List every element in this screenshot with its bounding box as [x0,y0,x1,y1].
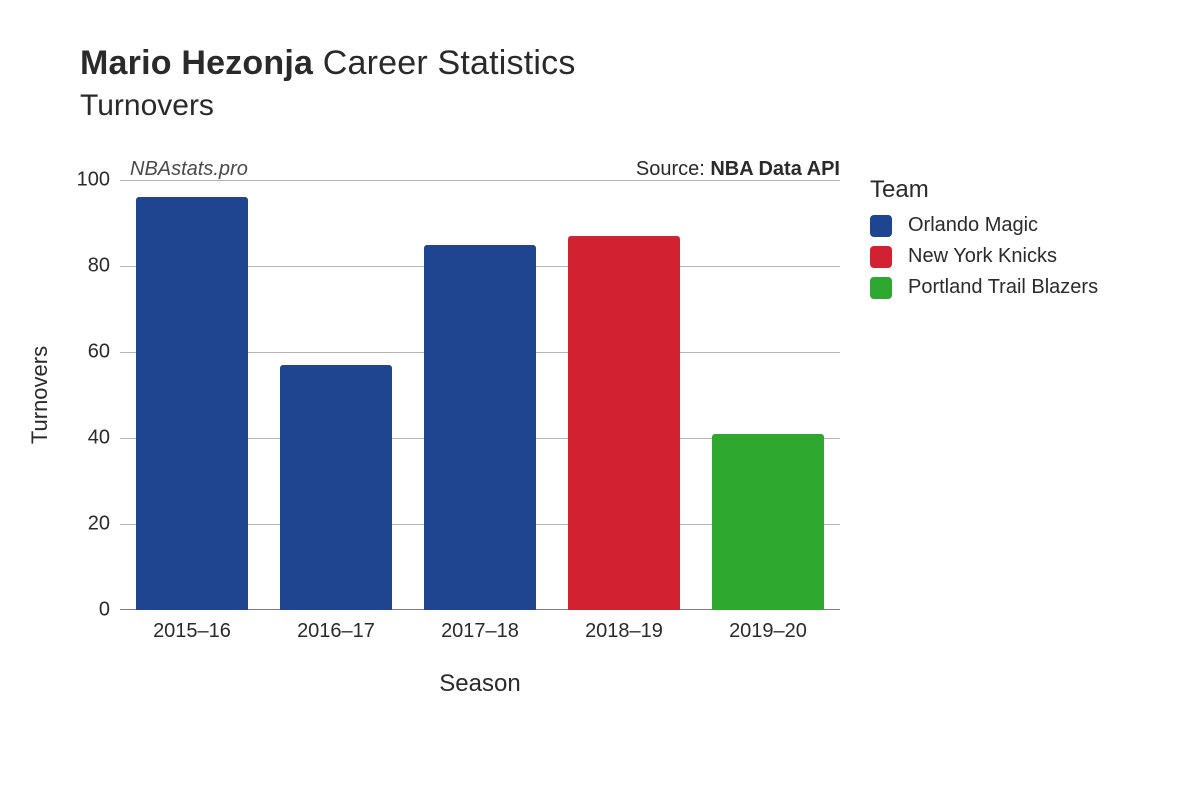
legend: Team Orlando Magic New York Knicks Portlan… [870,176,1098,307]
legend-swatch [870,215,892,237]
x-tick-label: 2019–20 [729,620,807,643]
x-axis-label: Season [439,670,520,698]
legend-swatch [870,246,892,268]
bar [136,197,248,610]
legend-label: New York Knicks [908,245,1057,268]
source-attribution: Source: NBA Data API [636,158,840,181]
y-tick-label: 20 [88,513,110,536]
chart-canvas: Mario Hezonja Career Statistics Turnover… [0,0,1200,800]
bar [712,434,824,610]
y-tick-label: 100 [77,169,110,192]
plot-area: 0204060801002015–162016–172017–182018–19… [120,180,840,610]
x-tick-label: 2017–18 [441,620,519,643]
chart-title-block: Mario Hezonja Career Statistics Turnover… [80,44,576,123]
legend-label: Orlando Magic [908,214,1038,237]
bar [280,365,392,610]
legend-item: Orlando Magic [870,214,1098,237]
source-prefix: Source: [636,158,710,180]
source-name: NBA Data API [710,158,840,180]
y-tick-label: 40 [88,427,110,450]
bar [568,236,680,610]
legend-title: Team [870,176,1098,204]
x-tick-label: 2015–16 [153,620,231,643]
x-tick-label: 2018–19 [585,620,663,643]
chart-title: Mario Hezonja Career Statistics [80,44,576,83]
legend-item: Portland Trail Blazers [870,276,1098,299]
chart-subtitle: Turnovers [80,89,576,123]
y-tick-label: 0 [99,599,110,622]
bar [424,245,536,611]
legend-item: New York Knicks [870,245,1098,268]
title-suffix: Career Statistics [323,44,576,82]
watermark-text: NBAstats.pro [130,158,248,181]
x-tick-label: 2016–17 [297,620,375,643]
grid-line [120,180,840,181]
y-axis-label: Turnovers [27,346,53,444]
y-tick-label: 80 [88,255,110,278]
legend-label: Portland Trail Blazers [908,276,1098,299]
player-name: Mario Hezonja [80,44,313,82]
y-tick-label: 60 [88,341,110,364]
legend-swatch [870,277,892,299]
